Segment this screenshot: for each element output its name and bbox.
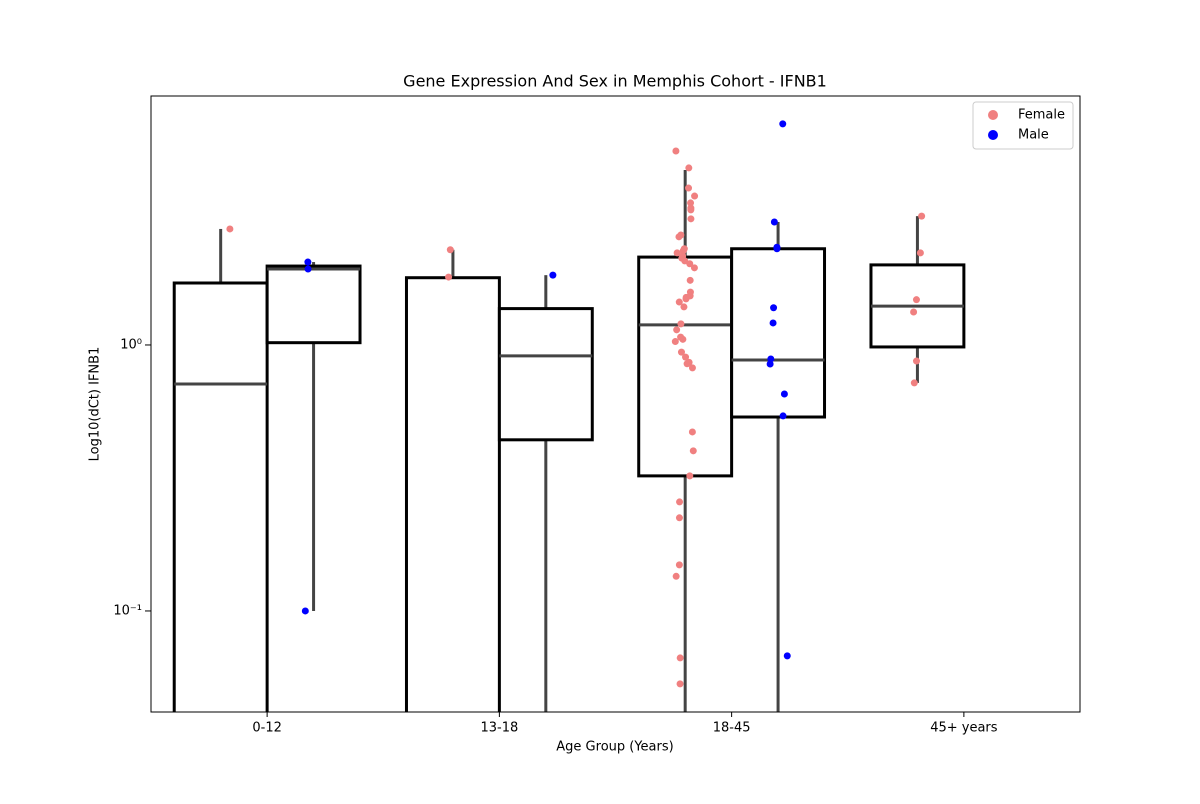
point (682, 295, 690, 303)
point (688, 364, 696, 372)
box (404, 276, 501, 712)
box (497, 307, 594, 442)
x-tick-label: 18-45 (713, 721, 751, 736)
point (675, 233, 683, 241)
point (671, 338, 679, 346)
point (910, 308, 918, 316)
box (730, 247, 827, 419)
point (676, 498, 684, 506)
x-tick-label: 45+ years (930, 721, 998, 736)
box (172, 281, 269, 712)
point (675, 561, 683, 569)
y-axis-label: Log10(dCt) IFNB1 (88, 347, 103, 462)
point (677, 348, 685, 356)
point (769, 319, 777, 327)
point (687, 215, 695, 223)
point (676, 680, 684, 688)
x-axis-label: Age Group (Years) (556, 740, 673, 755)
y-tick-label: 10⁻¹ (113, 603, 142, 618)
point (780, 390, 788, 398)
point (912, 357, 920, 365)
point (770, 304, 778, 312)
point (773, 245, 781, 253)
point (549, 271, 557, 279)
legend-label: Female (1018, 108, 1065, 123)
point (779, 412, 787, 420)
point (916, 249, 924, 257)
legend: Female Male (972, 101, 1074, 150)
point (680, 303, 688, 311)
point (446, 246, 454, 254)
point (918, 212, 926, 220)
point (690, 264, 698, 272)
point (685, 184, 693, 192)
point (677, 320, 685, 328)
point (779, 120, 787, 128)
point (686, 276, 694, 284)
point (301, 607, 309, 615)
point (783, 652, 791, 660)
box (265, 264, 362, 345)
point (675, 514, 683, 522)
point (673, 326, 681, 334)
legend-marker (988, 110, 998, 120)
point (910, 379, 918, 387)
point (912, 296, 920, 304)
point (672, 147, 680, 155)
y-tick-label: 10⁰ (120, 337, 142, 352)
point (672, 572, 680, 580)
legend-marker (988, 130, 998, 140)
point (226, 225, 234, 233)
plot-area (172, 120, 966, 712)
point (770, 218, 778, 226)
point (685, 164, 693, 172)
point (691, 192, 699, 200)
point (445, 273, 453, 281)
point (304, 258, 312, 266)
point (688, 428, 696, 436)
axes-frame (150, 95, 1081, 713)
point (679, 247, 687, 255)
legend-label: Male (1018, 128, 1049, 143)
point (687, 206, 695, 214)
chart-title: Gene Expression And Sex in Memphis Cohor… (403, 72, 827, 91)
point (686, 472, 694, 480)
legend-frame (972, 101, 1074, 150)
point (683, 360, 691, 368)
point (682, 353, 690, 361)
point (679, 335, 687, 343)
x-tick-label: 13-18 (480, 721, 518, 736)
point (304, 265, 312, 273)
point (675, 298, 683, 306)
point (673, 249, 681, 257)
x-tick-label: 0-12 (252, 721, 282, 736)
point (687, 199, 695, 207)
point (676, 654, 684, 662)
point (766, 360, 774, 368)
point (689, 447, 697, 455)
point (686, 260, 694, 268)
